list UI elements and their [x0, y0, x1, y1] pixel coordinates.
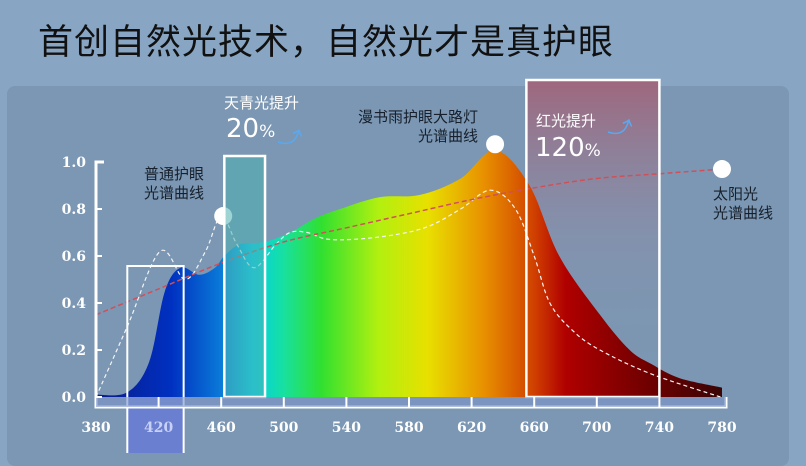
y-tick-label: 0.6	[62, 249, 86, 265]
sun-curve-label-line2: 光谱曲线	[713, 204, 774, 222]
y-tick-label: 0.0	[62, 390, 87, 406]
percent-sign: %	[584, 141, 601, 161]
red-boost-label: 红光提升	[536, 112, 597, 130]
x-tick-label: 420	[144, 420, 173, 436]
x-tick-label: 540	[332, 420, 361, 436]
x-tick-label: 500	[269, 420, 298, 436]
x-axis-band	[96, 397, 726, 407]
cyan-boost-number: 20	[226, 114, 260, 144]
y-tick-label: 0.4	[62, 296, 87, 312]
x-tick-label: 380	[81, 420, 110, 436]
normal-curve-label-line2: 光谱曲线	[144, 184, 205, 202]
y-tick-label: 0.8	[62, 202, 86, 218]
red-boost-value: 120%	[535, 133, 601, 163]
x-tick-label: 700	[582, 420, 611, 436]
normal-curve-label-line1: 普通护眼	[144, 165, 205, 183]
cyan-boost-value: 20%	[226, 114, 275, 144]
product-curve-label-line2: 光谱曲线	[417, 127, 478, 145]
sun-spectrum-line	[95, 168, 723, 316]
normal-spectrum-line	[95, 189, 721, 398]
product-curve-marker	[486, 135, 505, 154]
percent-sign: %	[259, 122, 276, 142]
cyan-range-box	[223, 154, 267, 399]
product-curve-label-line1: 漫书雨护眼大路灯	[357, 108, 478, 126]
page-title: 首创自然光技术，自然光才是真护眼	[38, 23, 615, 63]
sun-curve-label: 太阳光 光谱曲线	[713, 185, 773, 223]
x-tick-label: 780	[707, 420, 736, 436]
x-tick-label: 740	[645, 420, 674, 436]
y-tick-label: 0.2	[62, 343, 86, 359]
red-boost-number: 120	[535, 133, 585, 163]
cyan-boost-label: 天青光提升	[224, 94, 300, 112]
x-tick-label: 580	[394, 420, 423, 436]
x-tick-label: 660	[520, 420, 549, 436]
product-curve-label: 漫书雨护眼大路灯 光谱曲线	[334, 108, 478, 146]
spectrum-chart: 0.0 0.2 0.4 0.6 0.8 1.0 380 420 460 500 540 580 620 6…	[62, 78, 737, 453]
y-tick-label: 1.0	[62, 155, 87, 171]
violet-range-box	[126, 265, 185, 453]
sun-curve-label-line1: 太阳光	[713, 185, 759, 203]
sun-curve-marker	[713, 160, 731, 179]
normal-curve-label: 普通护眼 光谱曲线	[144, 165, 204, 203]
x-tick-label: 620	[457, 420, 486, 436]
x-tick-label: 460	[207, 420, 236, 436]
